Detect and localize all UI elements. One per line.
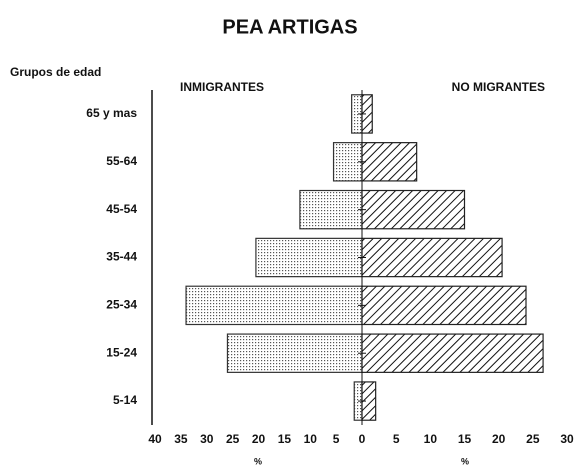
legend-right: NO MIGRANTES	[452, 80, 545, 94]
bar-left	[255, 237, 363, 278]
x-tick-label: 15	[278, 432, 292, 446]
x-tick-label: 5	[333, 432, 340, 446]
x-tick-label: 40	[148, 432, 162, 446]
x-tick-label: 10	[304, 432, 318, 446]
x-tick-label: 35	[174, 432, 188, 446]
bar-left	[332, 142, 363, 182]
bar-left	[185, 285, 363, 326]
x-tick-label: 20	[492, 432, 506, 446]
chart-title: PEA ARTIGAS	[222, 16, 357, 38]
y-tick-label: 25-34	[106, 298, 137, 312]
y-tick-label: 15-24	[106, 345, 137, 359]
bar-right	[361, 285, 527, 326]
x-axis-label-left: %	[254, 456, 262, 466]
legend-left: INMIGRANTES	[180, 80, 264, 94]
y-tick-label: 65 y mas	[86, 106, 137, 120]
bar-right	[361, 142, 418, 182]
bar-right	[361, 189, 466, 230]
x-tick-label: 25	[226, 432, 240, 446]
bar-left	[226, 333, 363, 373]
x-tick-label: 0	[359, 432, 366, 446]
x-tick-label: 10	[424, 432, 438, 446]
bar-left	[299, 189, 363, 230]
x-tick-label: 20	[252, 432, 266, 446]
x-tick-label: 25	[526, 432, 540, 446]
y-tick-label: 55-64	[106, 154, 137, 168]
x-tick-label: 5	[393, 432, 400, 446]
x-tick-label: 15	[458, 432, 472, 446]
y-axis-label: Grupos de edad	[10, 65, 101, 79]
x-tick-label: 30	[560, 432, 574, 446]
x-axis-label-right: %	[461, 456, 469, 466]
bar-right	[361, 237, 503, 278]
y-tick-label: 35-44	[106, 250, 137, 264]
y-tick-label: 45-54	[106, 202, 137, 216]
x-tick-label: 30	[200, 432, 214, 446]
bar-right	[361, 333, 544, 373]
y-tick-label: 5-14	[113, 393, 137, 407]
